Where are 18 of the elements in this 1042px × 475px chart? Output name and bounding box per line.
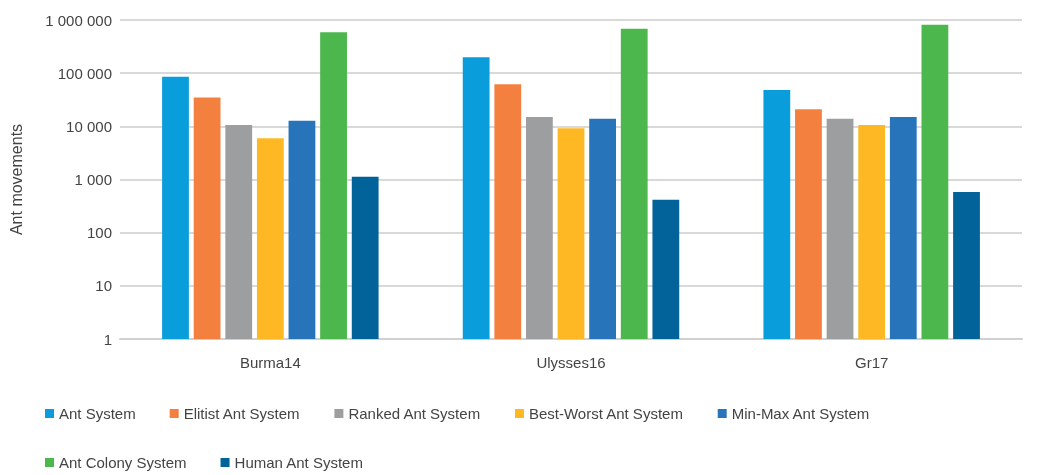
y-tick-label: 1 <box>103 330 112 348</box>
x-tick-label: Ulysses16 <box>536 354 606 371</box>
legend-label: Ant Colony System <box>59 454 187 471</box>
y-axis-title: Ant movements <box>7 123 25 236</box>
y-tick-label: 10 <box>95 277 112 295</box>
legend-label: Human Ant System <box>234 454 363 471</box>
y-tick-label: 100 <box>86 224 112 242</box>
x-tick-label: Gr17 <box>854 354 889 371</box>
legend-label: Best-Worst Ant System <box>528 405 683 422</box>
legend-label: Elitist Ant System <box>183 405 300 422</box>
y-tick-label: 1 000 <box>74 171 112 188</box>
y-tick-label: 100 000 <box>57 64 112 82</box>
legend-label: Min-Max Ant System <box>731 405 870 422</box>
y-tick-label: 10 000 <box>66 117 112 135</box>
x-tick-label: Burma14 <box>239 354 301 371</box>
y-tick-label: 1 000 000 <box>45 11 112 29</box>
legend-label: Ant System <box>59 405 136 422</box>
legend-label: Ranked Ant System <box>348 405 481 422</box>
